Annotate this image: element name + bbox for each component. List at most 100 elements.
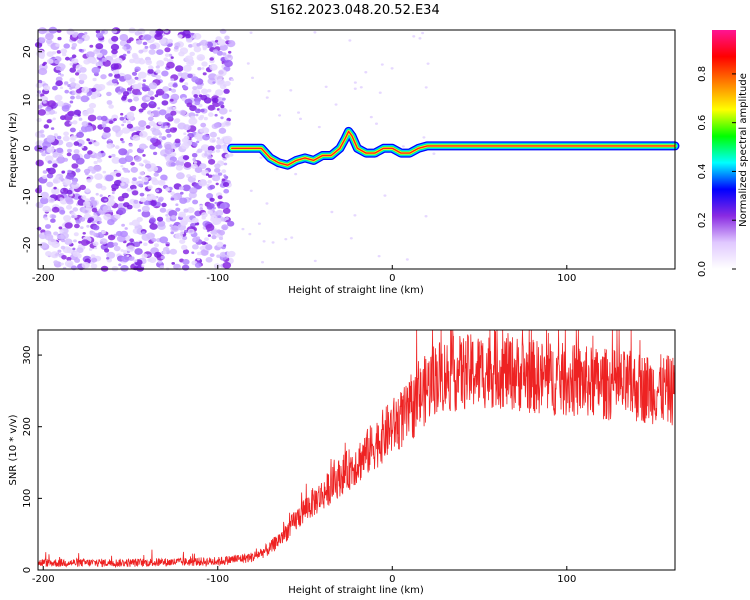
- noise-speckle: [121, 192, 129, 199]
- noise-speckle: [149, 223, 158, 230]
- noise-speckle: [128, 37, 134, 42]
- noise-speckle: [99, 221, 103, 224]
- noise-speckle: [157, 144, 163, 149]
- noise-speckle: [96, 52, 103, 58]
- noise-speckle: [313, 259, 317, 263]
- noise-speckle: [148, 120, 156, 127]
- noise-speckle: [213, 263, 221, 269]
- noise-speckle: [185, 33, 192, 39]
- noise-speckle: [192, 73, 196, 77]
- noise-speckle: [180, 231, 185, 235]
- noise-speckle: [131, 219, 140, 227]
- colorbar-ticks: 0.0 0.2 0.4 0.6 0.8: [697, 66, 736, 277]
- noise-speckle: [182, 259, 190, 265]
- noise-speckle: [200, 108, 205, 113]
- noise-speckle: [175, 207, 181, 212]
- noise-speckle: [170, 225, 180, 233]
- noise-speckle: [146, 195, 153, 201]
- noise-speckle: [228, 50, 232, 54]
- noise-speckle: [162, 86, 170, 92]
- noise-speckle: [220, 104, 225, 109]
- noise-speckle: [261, 260, 265, 264]
- noise-speckle: [80, 95, 90, 103]
- noise-speckle: [73, 239, 77, 243]
- noise-speckle: [215, 149, 221, 153]
- noise-speckle: [111, 156, 121, 164]
- noise-speckle: [120, 177, 125, 181]
- noise-speckle: [50, 251, 60, 259]
- noise-speckle: [177, 122, 187, 130]
- noise-speckle: [164, 113, 174, 120]
- noise-speckle: [155, 75, 161, 80]
- noise-speckle: [171, 215, 177, 220]
- noise-speckle: [52, 177, 61, 184]
- noise-speckle: [369, 115, 373, 119]
- noise-speckle: [179, 197, 188, 204]
- noise-speckle: [123, 168, 129, 173]
- noise-speckle: [122, 46, 127, 50]
- noise-speckle: [71, 54, 77, 59]
- snr-frame: [37, 329, 676, 571]
- noise-speckle: [95, 83, 99, 87]
- noise-speckle: [122, 53, 127, 57]
- colorbar-gradient: [712, 30, 736, 269]
- noise-speckle: [194, 167, 203, 173]
- noise-speckle: [47, 160, 53, 164]
- noise-speckle: [91, 87, 97, 92]
- noise-speckle: [95, 192, 99, 196]
- noise-speckle: [72, 33, 78, 38]
- noise-speckle: [383, 194, 387, 197]
- noise-speckle: [86, 240, 91, 245]
- noise-speckle: [182, 235, 188, 241]
- noise-speckle: [108, 138, 112, 142]
- noise-speckle: [110, 59, 118, 65]
- noise-speckle: [126, 188, 132, 192]
- noise-speckle: [94, 173, 103, 181]
- noise-speckle: [122, 119, 127, 124]
- noise-speckle: [155, 69, 161, 74]
- noise-speckle: [121, 255, 130, 263]
- noise-speckle: [132, 177, 137, 182]
- noise-speckle: [138, 125, 145, 131]
- noise-speckle: [107, 219, 115, 226]
- spectrogram-frame: [37, 29, 676, 270]
- noise-speckle: [60, 48, 68, 54]
- noise-speckle: [106, 257, 110, 260]
- noise-speckle: [45, 251, 52, 257]
- noise-speckle: [88, 247, 93, 251]
- noise-speckle: [55, 43, 60, 47]
- noise-speckle: [199, 128, 205, 133]
- noise-speckle: [212, 217, 222, 225]
- noise-speckle: [405, 258, 409, 261]
- noise-speckle: [150, 200, 157, 206]
- noise-speckle: [138, 49, 144, 54]
- noise-speckle: [294, 172, 298, 176]
- noise-speckle: [210, 229, 218, 236]
- noise-speckle: [42, 175, 48, 179]
- noise-speckle: [212, 174, 221, 182]
- noise-speckle: [117, 207, 127, 215]
- noise-speckle: [93, 160, 98, 165]
- noise-speckle: [177, 34, 183, 39]
- noise-speckle: [200, 144, 210, 152]
- noise-speckle: [81, 261, 90, 269]
- noise-speckle: [219, 202, 228, 209]
- noise-speckle: [353, 81, 357, 84]
- noise-speckle: [197, 108, 201, 112]
- noise-speckle: [151, 128, 161, 136]
- noise-speckle: [79, 130, 83, 133]
- noise-speckle: [111, 49, 118, 55]
- noise-speckle: [86, 107, 95, 114]
- noise-speckle: [211, 235, 217, 240]
- noise-speckle: [93, 212, 97, 216]
- noise-speckle: [35, 82, 43, 89]
- noise-speckle: [72, 247, 76, 251]
- noise-speckle: [422, 136, 426, 139]
- noise-speckle: [162, 250, 167, 255]
- noise-speckle: [207, 145, 215, 152]
- snr-x-tick-label: 0: [389, 574, 395, 585]
- noise-speckle: [91, 66, 101, 74]
- noise-speckle: [87, 114, 97, 122]
- noise-speckle: [143, 34, 152, 41]
